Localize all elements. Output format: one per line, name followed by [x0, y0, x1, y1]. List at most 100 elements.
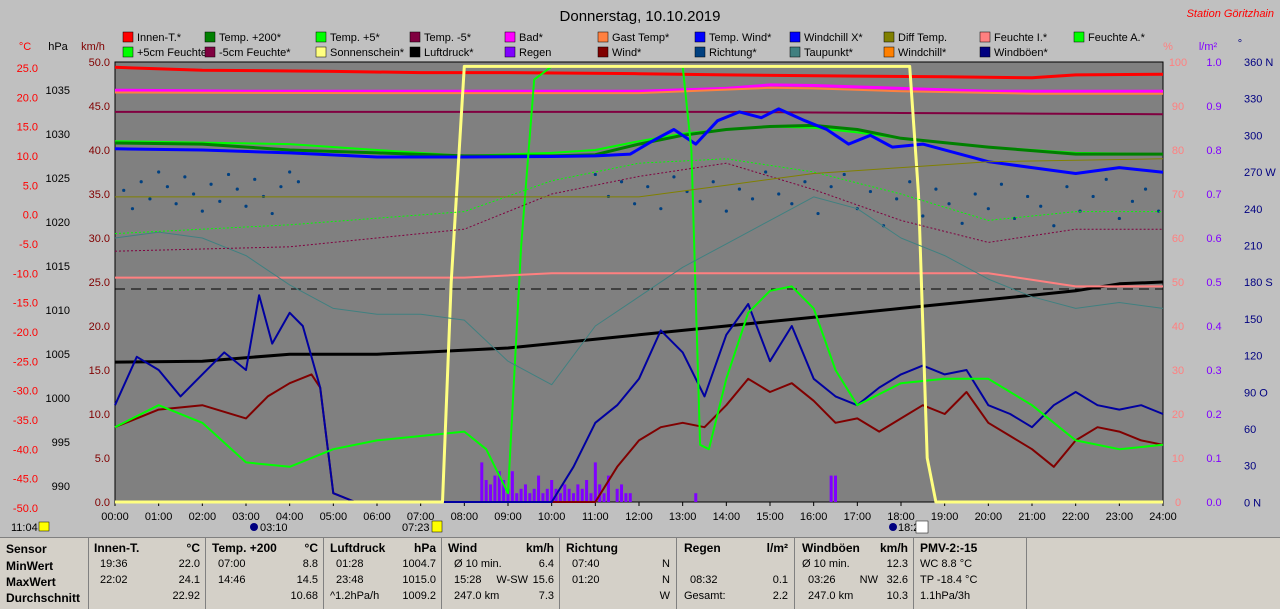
legend-swatch [122, 46, 134, 58]
time-tick-label: 21:00 [1018, 511, 1046, 523]
time-tick-label: 23:00 [1106, 511, 1134, 523]
temp-tick-label: -35.0 [13, 415, 38, 427]
temp-tick-label: -10.0 [13, 268, 38, 280]
rain-bar [523, 484, 527, 502]
pressure-tick-label: 1030 [46, 129, 70, 141]
pressure-tick-label: 1010 [46, 305, 70, 317]
direction-point [1117, 216, 1121, 221]
legend-swatch [694, 31, 706, 43]
direction-point [973, 192, 977, 196]
legend-label: Temp. -5* [424, 32, 472, 44]
rain-bar [489, 484, 493, 502]
statistics-footer: Sensor MinWert MaxWert Durchschnitt Inne… [0, 537, 1280, 609]
direction-point [934, 187, 938, 191]
pmv-panel: PMV-2:-15 WC 8.8 °C TP -18.4 °C 1.1hPa/3… [920, 541, 1020, 607]
rain-tick-label: 0.5 [1206, 277, 1221, 289]
direction-point [1143, 187, 1148, 191]
direction-point [139, 180, 143, 184]
pressure-tick-label: 1035 [46, 85, 70, 97]
direction-point [244, 204, 248, 208]
sensor-title: Sensor [6, 542, 47, 556]
humidity-tick-label: 60 [1172, 233, 1184, 245]
legend-swatch [1073, 31, 1085, 43]
innen-max-time: 22:02 [100, 574, 128, 586]
footer-separator [1026, 538, 1027, 609]
regen-title: Regen [684, 541, 721, 555]
temp200-min-value: 8.8 [302, 558, 318, 570]
time-tick-label: 24:00 [1149, 511, 1177, 523]
rain-bar [829, 475, 833, 502]
temp-tick-label: -20.0 [13, 327, 38, 339]
direction-point [296, 180, 300, 184]
rain-bar [532, 488, 536, 502]
temp200-title: Temp. +200 [212, 541, 277, 555]
windboeen-max-direction: NW [859, 574, 878, 586]
direction-tick-label: 270 W [1244, 167, 1276, 179]
pmv-windchill: WC 8.8 °C [920, 558, 973, 570]
direction-point [999, 182, 1004, 186]
pressure-tick-label: 1025 [46, 173, 70, 185]
direction-point [921, 214, 925, 218]
innen-max-value: 24.1 [178, 574, 200, 586]
luftdruck-unit: hPa [413, 541, 436, 555]
rain-bar [563, 484, 567, 502]
wind-tick-label: 15.0 [89, 365, 110, 377]
rain-bar [602, 493, 606, 502]
sensor-row-min: MinWert [6, 559, 54, 573]
direction-point [803, 180, 807, 184]
windboeen-max-time: 03:26 [808, 574, 836, 586]
rain-tick-label: 0.7 [1206, 189, 1221, 201]
temp-tick-label: -45.0 [13, 474, 38, 486]
regen-total-value: 2.2 [772, 590, 788, 602]
regen-unit: l/m² [766, 541, 788, 555]
rain-bar [545, 488, 549, 502]
regen-total-label: Gesamt: [684, 590, 726, 602]
rain-bar [541, 493, 545, 502]
direction-point [619, 180, 624, 184]
rain-tick-label: 1.0 [1206, 57, 1221, 69]
footer-separator [323, 538, 324, 609]
time-tick-label: 22:00 [1062, 511, 1090, 523]
innen-panel: Innen-T. °C 19:36 22.0 22:02 24.1 22.92 [94, 541, 200, 607]
humidity-tick-label: 100 [1169, 57, 1187, 69]
legend-label: Taupunkt* [804, 47, 854, 59]
rain-bar [515, 493, 519, 502]
direction-point [947, 202, 951, 206]
legend-swatch [409, 46, 421, 58]
legend-label: Windchill X* [804, 32, 863, 44]
temp-tick-label: -30.0 [13, 386, 38, 398]
luftdruck-avg-value: 1009.2 [402, 590, 436, 602]
time-tick-label: 14:00 [713, 511, 741, 523]
time-tick-label: 05:00 [320, 511, 348, 523]
time-tick-label: 03:00 [232, 511, 260, 523]
legend: Innen-T.* Temp. +200* Temp. +5* Temp. -5* Ba… [122, 31, 1146, 59]
time-tick-label: 01:00 [145, 511, 173, 523]
pressure-unit: hPa [48, 41, 68, 53]
time-tick-label: 08:00 [451, 511, 479, 523]
richtung-avg-value: W [659, 590, 670, 602]
wind-max-direction: W-SW [496, 574, 528, 586]
regen-panel: Regen l/m² 08:32 0.1 Gesamt: 2.2 [684, 541, 788, 607]
direction-point [200, 209, 204, 213]
rain-axis-ticks: 1.0 0.9 0.8 0.7 0.6 0.5 0.4 0.3 0.2 0.1 0.0 [1206, 57, 1221, 509]
luftdruck-trend: ^1.2hPa/h [330, 590, 380, 602]
time-tick-label: 20:00 [975, 511, 1003, 523]
footer-separator [913, 538, 914, 609]
direction-point [1130, 199, 1135, 203]
humidity-tick-label: 0 [1175, 497, 1181, 509]
temp200-max-time: 14:46 [218, 574, 246, 586]
pressure-tick-label: 1005 [46, 349, 70, 361]
direction-point [633, 202, 637, 206]
legend-label: Feuchte I.* [994, 32, 1048, 44]
direction-point [122, 188, 126, 192]
direction-tick-label: 180 S [1244, 277, 1273, 289]
wind-avg-value: 7.3 [538, 590, 554, 602]
legend-swatch [315, 46, 327, 58]
legend-label: Richtung* [709, 47, 757, 59]
direction-point [711, 180, 715, 184]
rain-tick-label: 0.6 [1206, 233, 1221, 245]
windboeen-panel: Windböen km/h Ø 10 min. 12.3 03:26 NW 32… [802, 541, 908, 607]
temp-tick-label: -50.0 [13, 503, 38, 515]
rain-bar [537, 475, 541, 502]
